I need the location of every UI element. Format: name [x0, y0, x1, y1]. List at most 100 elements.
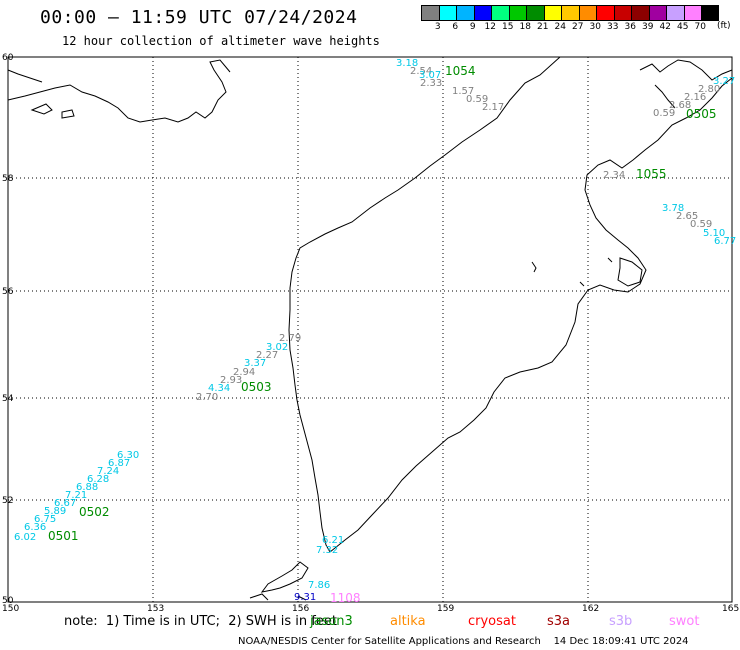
lat-label-58: 58	[2, 174, 14, 184]
lat-label-50: 50	[2, 596, 14, 606]
scale-unit: (ft)	[717, 21, 731, 31]
pass-time-label: 1108	[330, 591, 361, 605]
footnote: note: 1) Time is in UTC; 2) SWH is in fe…	[64, 614, 337, 629]
swh-value: 3.07	[419, 70, 441, 81]
pass-time-label: 0502	[79, 505, 110, 519]
scale-bin: 33	[596, 5, 618, 32]
lon-label-159: 159	[437, 604, 454, 614]
scale-bin: 3	[421, 5, 441, 32]
swh-value: 3.02	[266, 342, 288, 353]
scale-label: 70	[694, 22, 706, 32]
swh-value: 2.27	[256, 350, 278, 361]
mission-label: jason3	[310, 614, 353, 629]
scale-label: 42	[659, 22, 671, 32]
scale-swatch	[456, 5, 474, 21]
axis-labels: 60 58 56 54 52 50 150 153 156 159 162 16…	[2, 53, 739, 614]
scale-label: 9	[469, 22, 476, 32]
scale-bin: 30	[578, 5, 601, 32]
scale-swatch	[631, 5, 649, 21]
scale-label: 27	[572, 22, 584, 32]
swh-value: 3.18	[396, 58, 418, 69]
scale-swatch	[578, 5, 596, 21]
scale-swatch	[701, 5, 719, 21]
pass-time-label: 0503	[241, 380, 272, 394]
lat-label-52: 52	[2, 496, 13, 506]
swh-value: 3.78	[662, 203, 684, 214]
swh-value: 6.02	[14, 532, 36, 543]
swh-value: 2.79	[279, 333, 301, 344]
scale-bin	[701, 5, 719, 32]
pass-time-label: 0505	[686, 107, 717, 121]
scale-label: 3	[434, 22, 441, 32]
scale-swatch	[508, 5, 526, 21]
scale-swatch	[596, 5, 614, 21]
scale-bin: 15	[491, 5, 513, 32]
swh-value: 6.21	[322, 535, 344, 546]
swh-value: 2.94	[233, 367, 255, 378]
swh-value: 6.77	[714, 236, 736, 247]
swh-value: 2.34	[603, 170, 625, 181]
scale-bin: 9	[456, 5, 476, 32]
swh-value: 7.21	[65, 490, 87, 501]
scale-swatch	[473, 5, 491, 21]
scale-swatch	[543, 5, 561, 21]
swh-value: 6.36	[24, 522, 46, 533]
swh-value: 7.24	[97, 466, 119, 477]
wave-height-color-scale: 3 6 9 12 15 18 21 24 27 30 33 36 39 42 45 70	[421, 5, 719, 32]
lat-label-56: 56	[2, 287, 14, 297]
mission-label: s3b	[609, 614, 633, 629]
swh-value: 2.17	[482, 102, 504, 113]
scale-swatch	[613, 5, 631, 21]
swh-value: 2.65	[676, 211, 698, 222]
lon-label-156: 156	[292, 604, 309, 614]
lon-label-165: 165	[722, 604, 739, 614]
swh-value: 6.28	[87, 474, 109, 485]
swh-value: 2.16	[684, 92, 706, 103]
swh-value: 5.10	[703, 228, 725, 239]
coastline	[7, 56, 733, 601]
lon-label-150: 150	[2, 604, 19, 614]
swh-value: 0.59	[466, 94, 488, 105]
lat-label-60: 60	[2, 53, 14, 63]
lon-label-162: 162	[582, 604, 599, 614]
swh-value: 4.34	[208, 383, 230, 394]
swh-value: 7.86	[308, 580, 330, 591]
scale-bin: 24	[543, 5, 566, 32]
page-subtitle: 12 hour collection of altimeter wave hei…	[62, 34, 380, 48]
scale-bin: 21	[526, 5, 548, 32]
scale-label: 12	[484, 22, 496, 32]
page-title: 00:00 — 11:59 UTC 07/24/2024	[40, 7, 358, 28]
scale-swatch	[666, 5, 684, 21]
lon-label-153: 153	[147, 604, 164, 614]
scale-bin: 45	[666, 5, 688, 32]
graticule	[8, 57, 732, 602]
scale-swatch	[438, 5, 456, 21]
scale-label: 33	[607, 22, 619, 32]
swh-value: 2.54	[410, 66, 432, 77]
swh-value: 6.88	[76, 482, 98, 493]
swh-value: 0.59	[690, 219, 712, 230]
scale-label: 30	[589, 22, 601, 32]
scale-bin: 12	[473, 5, 496, 32]
swh-value: 2.93	[220, 375, 242, 386]
scale-label: 36	[624, 22, 636, 32]
scale-swatch	[648, 5, 666, 21]
swh-value: 2.80	[698, 84, 720, 95]
scale-bin: 36	[613, 5, 636, 32]
swh-value: 2.33	[420, 78, 442, 89]
swh-value: 3.27	[713, 76, 735, 87]
scale-bin: 6	[438, 5, 458, 32]
mission-label: cryosat	[468, 614, 516, 629]
mission-label: swot	[669, 614, 700, 629]
credit-line: NOAA/NESDIS Center for Satellite Applica…	[238, 636, 689, 647]
mission-label: altika	[390, 614, 426, 629]
swh-value: 5.89	[44, 506, 66, 517]
scale-swatch	[683, 5, 701, 21]
swh-labels: 3.182.543.072.331.570.592.173.272.802.16…	[14, 58, 736, 603]
swh-value: 7.32	[316, 545, 338, 556]
scale-swatch	[491, 5, 509, 21]
scale-label: 6	[452, 22, 459, 32]
scale-bin: 27	[561, 5, 583, 32]
